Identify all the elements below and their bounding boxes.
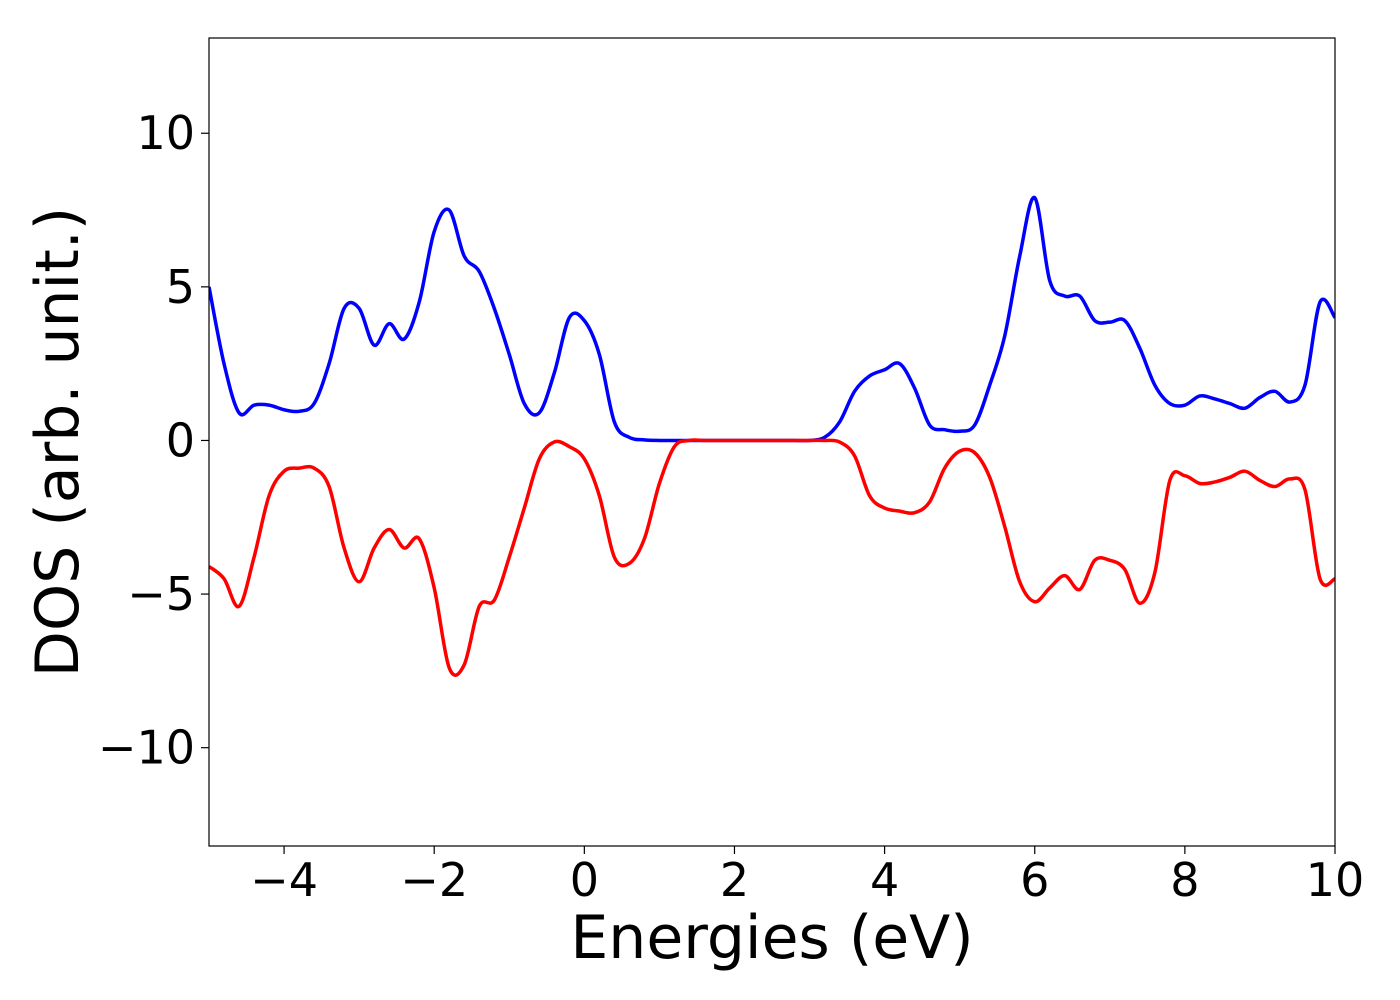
- series-line: [209, 438, 1335, 677]
- x-tick-label: 10: [1306, 853, 1365, 907]
- x-tick-label: 8: [1170, 853, 1199, 907]
- plot-frame: [208, 37, 1336, 847]
- x-tick-label: 6: [1020, 853, 1049, 907]
- x-tick-label: 0: [570, 853, 599, 907]
- y-tick-label: −5: [127, 567, 195, 621]
- series-line: [209, 195, 1335, 443]
- y-tick-label: 5: [166, 260, 195, 314]
- x-tick-label: 2: [720, 853, 749, 907]
- y-tick-label: 10: [136, 106, 195, 160]
- y-tick-label: 0: [166, 413, 195, 467]
- x-axis-label: Energies (eV): [570, 903, 973, 973]
- y-axis-label: DOS (arb. unit.): [23, 207, 93, 677]
- x-tick-label: 4: [870, 853, 899, 907]
- x-tick-label: −2: [400, 853, 468, 907]
- y-tick-label: −10: [98, 721, 195, 775]
- x-tick-label: −4: [250, 853, 318, 907]
